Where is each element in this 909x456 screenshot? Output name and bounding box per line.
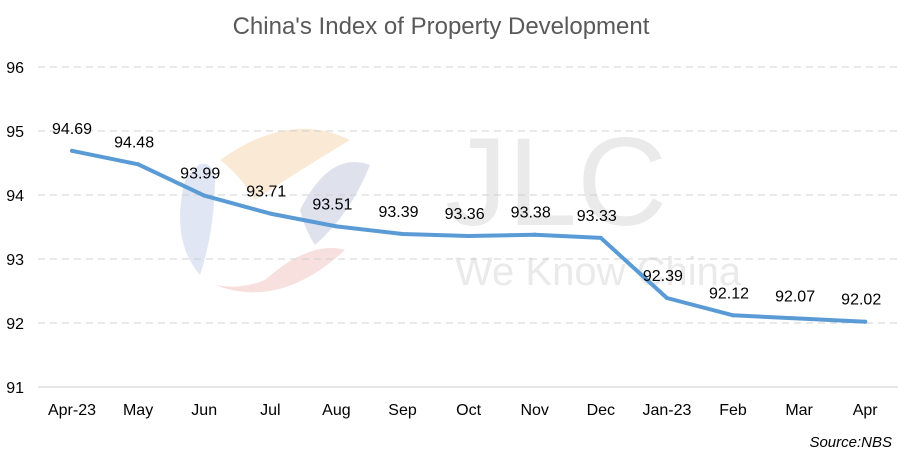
data-point — [268, 211, 273, 216]
data-label: 93.99 — [180, 166, 220, 183]
data-label: 92.39 — [643, 268, 683, 285]
x-tick-label: Dec — [587, 402, 615, 419]
data-label: 92.07 — [775, 289, 815, 306]
y-tick-label: 91 — [6, 380, 24, 397]
x-tick-label: May — [123, 402, 153, 419]
y-tick-label: 93 — [6, 252, 24, 269]
data-point — [70, 148, 74, 153]
data-point — [136, 162, 141, 167]
data-label: 93.71 — [246, 184, 286, 201]
data-point — [532, 232, 537, 237]
y-axis-tick-labels: 91 92 93 94 95 96 — [6, 60, 24, 397]
data-label: 93.38 — [511, 205, 551, 222]
data-label: 93.51 — [312, 196, 352, 213]
x-tick-label: Jul — [260, 402, 280, 419]
data-label: 93.36 — [445, 206, 485, 223]
source-note: Source:NBS — [809, 434, 892, 451]
watermark-brand: JLC — [445, 113, 667, 252]
data-point — [202, 193, 207, 198]
chart-title: China's Index of Property Development — [233, 13, 650, 40]
data-point — [863, 319, 868, 324]
data-label: 93.39 — [378, 204, 418, 221]
x-tick-label: Sep — [388, 402, 417, 419]
x-tick-label: Apr-23 — [48, 402, 96, 419]
y-tick-label: 95 — [6, 124, 24, 141]
data-labels: 94.69 94.48 93.99 93.71 93.51 93.39 93.36 93.38… — [52, 121, 881, 309]
y-tick-label: 96 — [6, 60, 24, 77]
watermark-logo-blue-shape — [180, 163, 215, 275]
x-tick-label: Apr — [853, 402, 879, 419]
data-points — [70, 148, 868, 324]
data-label: 92.12 — [709, 285, 749, 302]
x-axis-tick-labels: Apr-23 May Jun Jul Aug Sep Oct Nov Dec Jan-23 Feb M… — [48, 402, 878, 419]
x-tick-label: Jun — [191, 402, 217, 419]
data-point — [731, 313, 735, 318]
data-point — [400, 232, 405, 237]
watermark-logo-red-shape — [215, 248, 345, 293]
x-tick-label: Mar — [785, 402, 813, 419]
x-tick-label: Oct — [456, 402, 481, 419]
y-tick-label: 92 — [6, 316, 24, 333]
x-tick-label: Feb — [719, 402, 747, 419]
data-point — [664, 296, 669, 301]
data-label: 92.02 — [841, 292, 881, 309]
x-tick-label: Nov — [520, 402, 548, 419]
data-label: 94.69 — [52, 121, 92, 138]
y-tick-label: 94 — [6, 188, 24, 205]
data-label: 93.33 — [577, 208, 617, 225]
data-point — [797, 316, 802, 321]
data-point — [334, 224, 339, 229]
gridlines — [38, 66, 898, 388]
x-tick-label: Jan-23 — [642, 402, 691, 419]
data-point — [466, 233, 471, 238]
data-point — [598, 235, 603, 240]
watermark: JLC We Know China — [180, 113, 742, 294]
watermark-logo-orange-shape — [220, 128, 350, 200]
watermark-tagline: We Know China — [455, 250, 742, 294]
x-tick-label: Aug — [322, 402, 350, 419]
data-label: 94.48 — [114, 134, 154, 151]
